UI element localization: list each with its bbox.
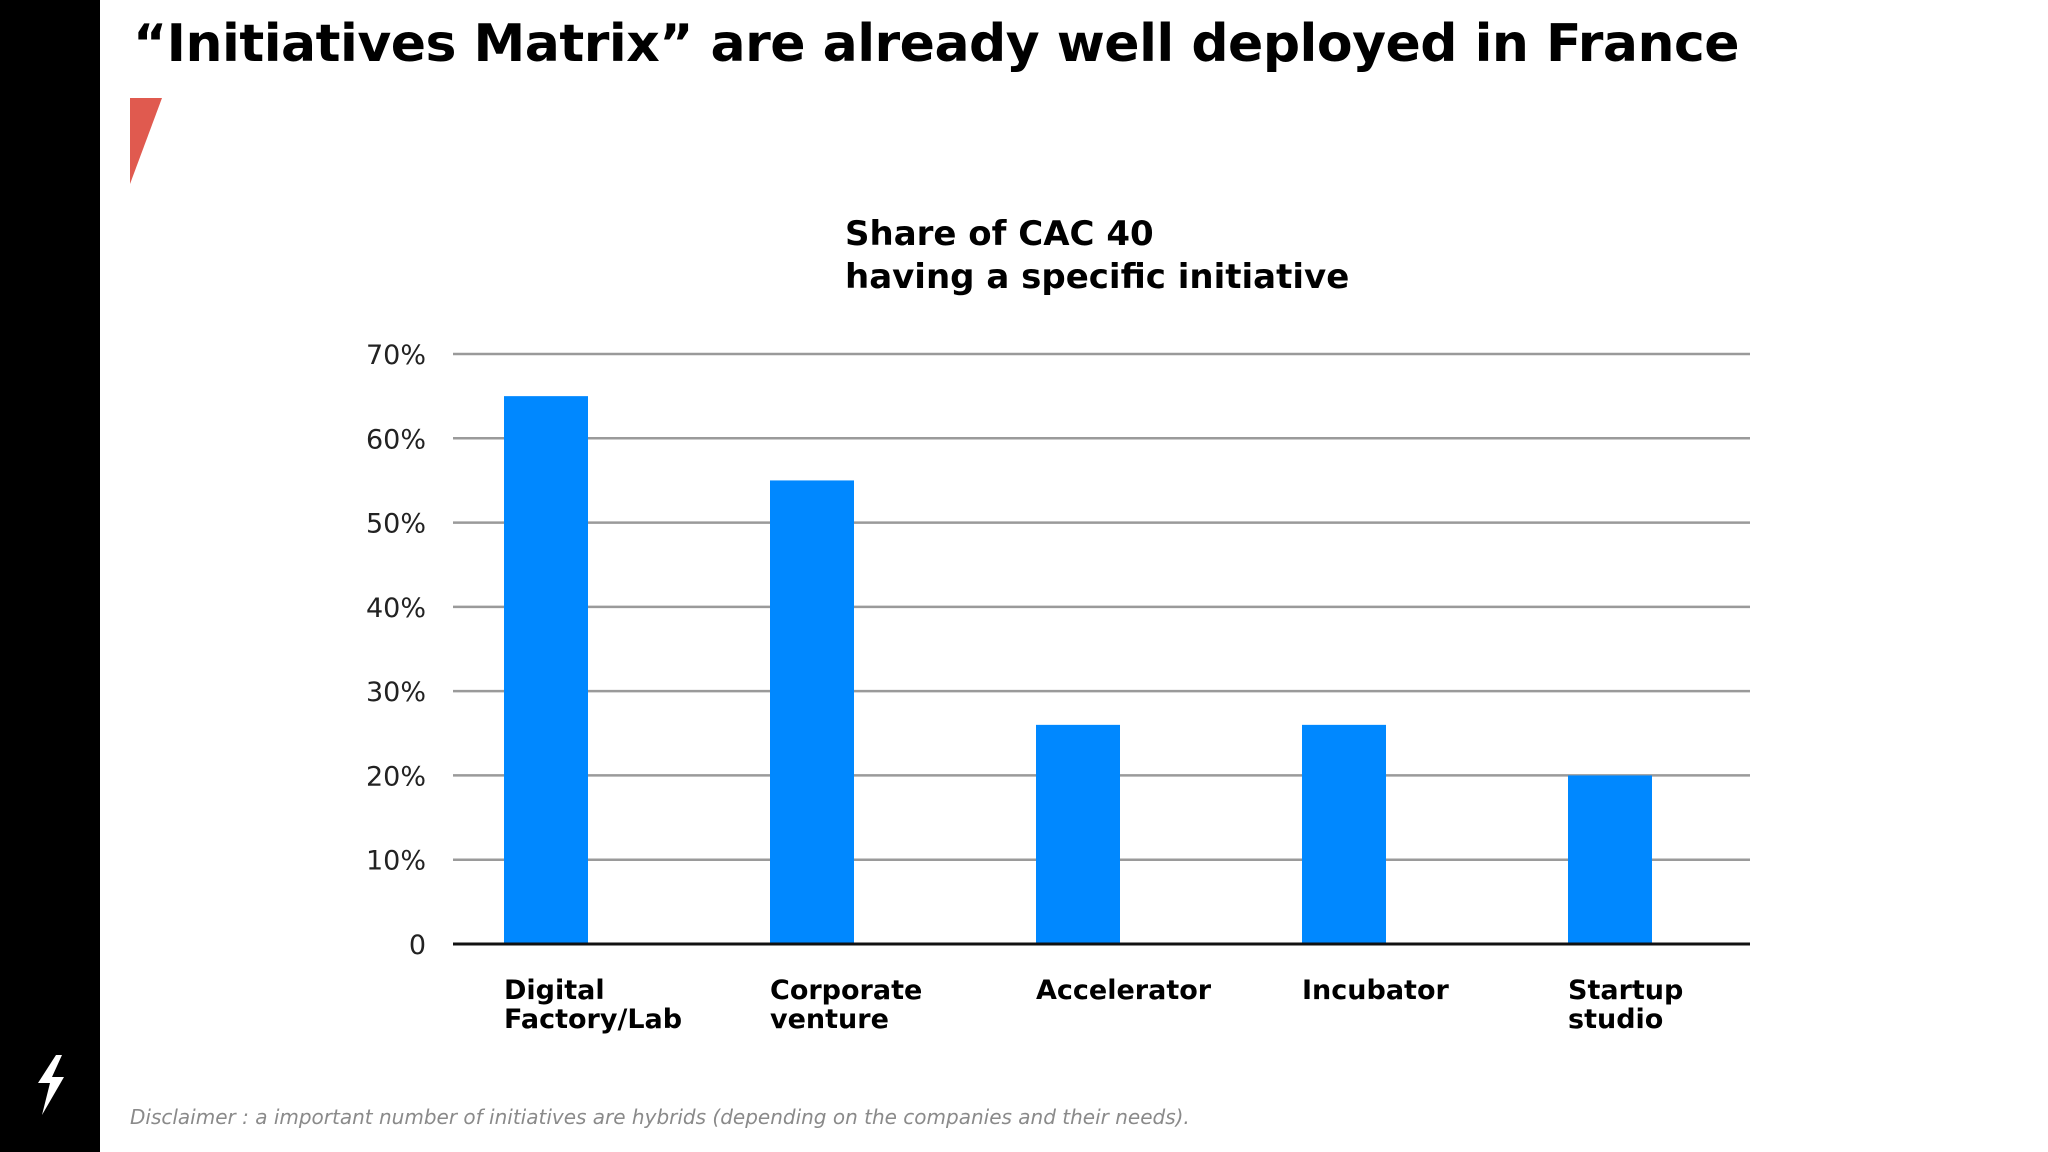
- red-pennant-shape: [130, 98, 162, 184]
- x-category-label: venture: [770, 1004, 889, 1035]
- x-category-label: Startup: [1568, 975, 1683, 1006]
- chart-title-line-2: having a specific initiative: [845, 257, 1350, 297]
- chart-title-line-1: Share of CAC 40: [845, 214, 1154, 254]
- x-category-label: studio: [1568, 1004, 1663, 1035]
- x-category-label: Incubator: [1302, 975, 1449, 1006]
- x-category-label: Factory/Lab: [504, 1004, 682, 1035]
- bar: [1036, 724, 1120, 944]
- bar: [1302, 724, 1386, 944]
- lightning-bolt-icon: [38, 1055, 64, 1115]
- page-title: “Initiatives Matrix” are already well de…: [133, 14, 1740, 74]
- y-tick-label: 0: [409, 930, 426, 961]
- bar: [770, 480, 854, 944]
- sidebar: [0, 0, 100, 1152]
- y-tick-label: 60%: [366, 424, 426, 455]
- x-category-label: Digital: [504, 975, 605, 1006]
- bar: [1568, 775, 1652, 944]
- bar: [504, 396, 588, 945]
- y-tick-label: 50%: [366, 509, 426, 540]
- y-tick-label: 20%: [366, 761, 426, 792]
- y-tick-label: 10%: [366, 846, 426, 877]
- x-category-label: Accelerator: [1036, 975, 1212, 1006]
- y-tick-label: 70%: [366, 340, 426, 371]
- y-tick-label: 40%: [366, 593, 426, 624]
- x-category-label: Corporate: [770, 975, 922, 1006]
- chart-title: Share of CAC 40 having a specific initia…: [845, 213, 1349, 299]
- y-tick-label: 30%: [366, 677, 426, 708]
- disclaimer-note: Disclaimer : a important number of initi…: [130, 1105, 1190, 1129]
